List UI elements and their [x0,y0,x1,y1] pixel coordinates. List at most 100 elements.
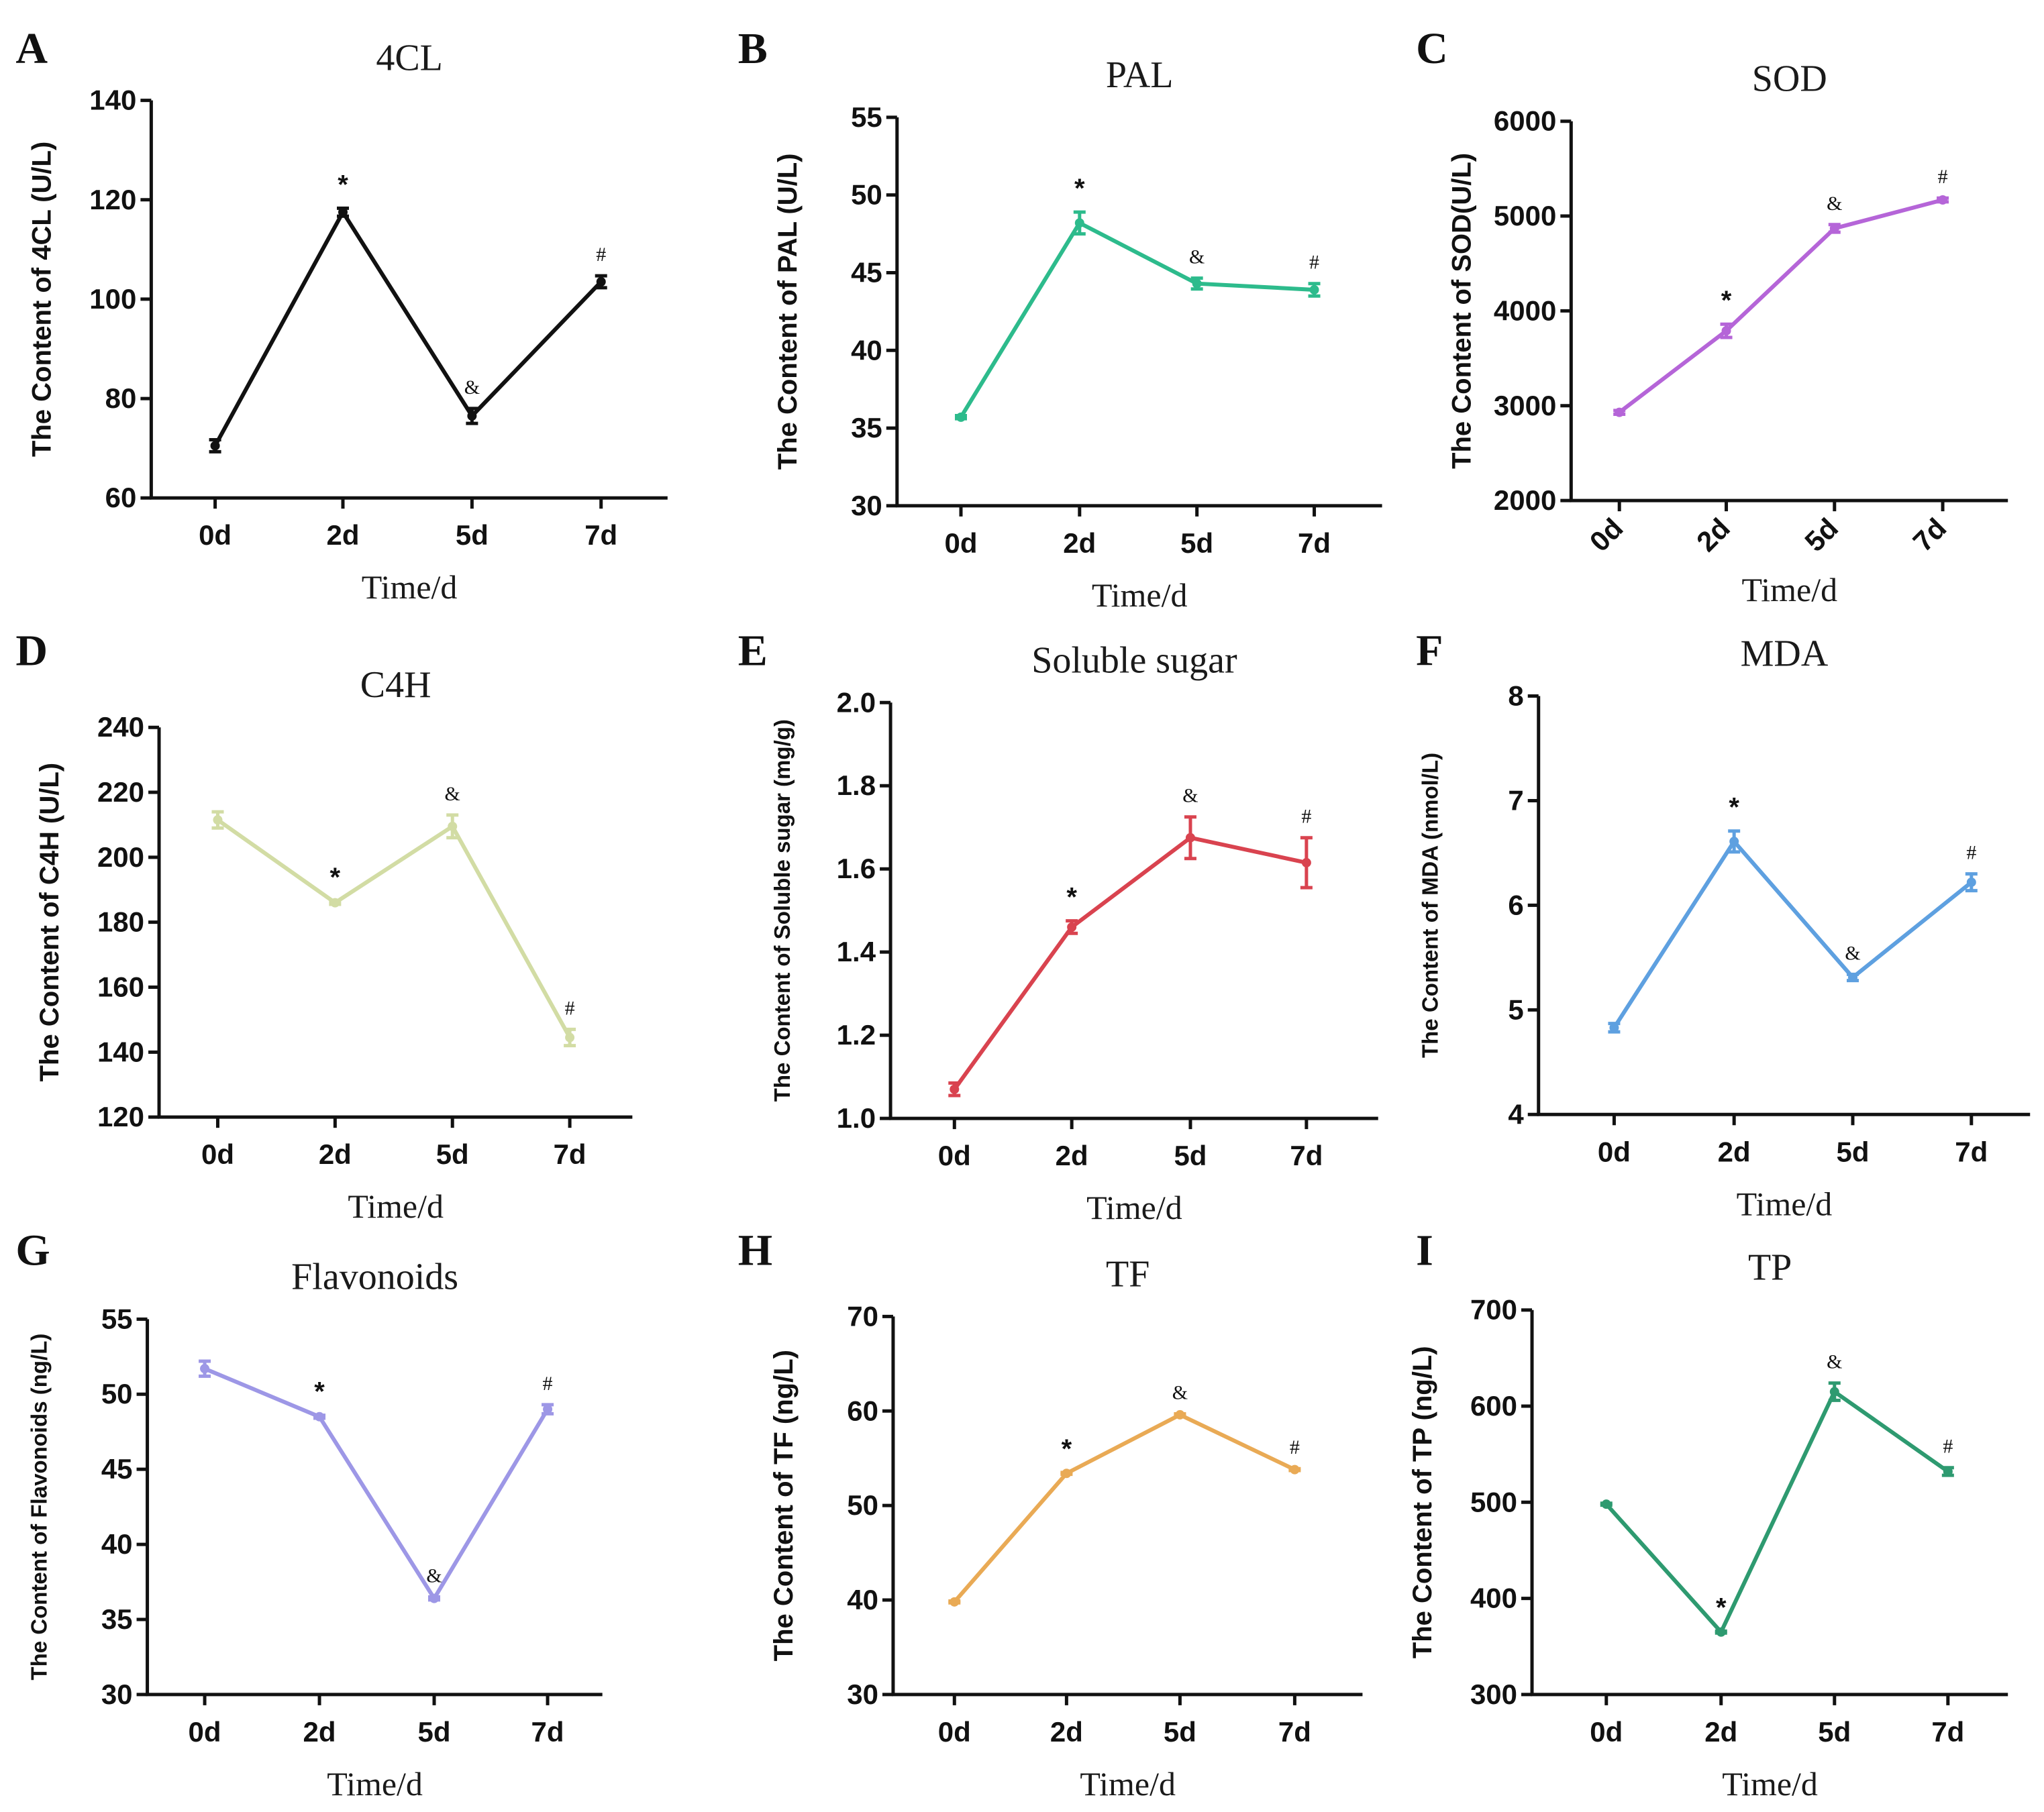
data-point [338,207,348,217]
data-point [1721,326,1731,336]
significance-hash: # [1943,1436,1953,1458]
y-tick-label: 400 [1470,1583,1517,1614]
y-tick-label: 1.2 [837,1019,876,1051]
y-axis-label: The Content of TF (ng/L) [769,1350,799,1661]
significance-ampersand: & [1845,942,1860,964]
significance-star: * [1729,793,1739,822]
chart-title: 4CL [376,38,443,79]
y-axis-label: The Content of MDA (nmol/L) [1418,753,1443,1058]
y-axis-label: The Content of TP (ng/L) [1408,1346,1437,1658]
data-point [1615,407,1625,417]
significance-star: * [1066,883,1077,912]
y-tick-label: 8 [1508,680,1523,712]
x-tick-label: 0d [944,527,977,559]
x-tick-label: 2d [1056,1140,1088,1171]
x-tick-label: 7d [1931,1716,1964,1748]
y-axis-label: The Content of Soluble sugar (mg/g) [770,719,795,1102]
data-point [1074,218,1084,228]
series-line [203,1367,550,1601]
chart-panel-h: H TF 30 40 50 60 70 0d 2d 5d 7d Time/d The Content o… [738,1226,1363,1803]
y-tick-label: 4000 [1494,295,1556,326]
y-tick-label: 35 [101,1603,133,1635]
data-point [950,1084,960,1094]
x-tick-label: 0d [938,1140,971,1171]
x-tick-label: 2d [303,1716,336,1748]
x-axis-label: Time/d [327,1765,423,1803]
chart-panel-f: F MDA 4 5 6 7 8 0d 2d 5d 7d Time/d The Content of MD… [1416,627,2031,1222]
x-tick-label: 0d [1598,1136,1631,1167]
x-axis-label: Time/d [1086,1189,1182,1226]
data-point [1185,833,1195,843]
data-point [1829,1387,1839,1397]
x-axis-label: Time/d [348,1187,444,1225]
x-tick-label: 2d [1690,512,1736,557]
y-tick-label: 600 [1470,1390,1517,1422]
x-tick-label: 5d [1164,1716,1196,1748]
x-tick-label: 5d [436,1138,469,1170]
x-tick-label: 5d [1174,1140,1207,1171]
data-point [330,898,340,908]
y-tick-label: 4 [1508,1098,1524,1130]
y-tick-label: 55 [851,101,882,133]
data-point [200,1364,210,1374]
x-tick-label: 2d [1063,527,1096,559]
y-tick-label: 7 [1508,784,1523,816]
data-point [1301,857,1311,867]
data-point [1609,1022,1619,1032]
data-point [1938,195,1948,205]
y-tick-label: 6000 [1494,105,1556,137]
y-tick-label: 1.4 [837,936,876,967]
panel-letter: A [15,24,48,73]
series-line [959,221,1315,419]
data-point [1062,1469,1072,1479]
y-tick-label: 50 [851,179,882,211]
x-tick-label: 0d [189,1716,221,1748]
chart-title: Flavonoids [291,1256,458,1297]
x-axis-label: Time/d [1092,576,1188,614]
y-tick-label: 140 [89,85,136,116]
x-tick-label: 5d [1180,527,1213,559]
significance-hash: # [1309,252,1319,274]
x-tick-label: 2d [1050,1716,1083,1748]
y-tick-label: 45 [851,256,882,288]
chart-title: TP [1748,1247,1792,1289]
x-axis-label: Time/d [1737,1185,1833,1222]
x-tick-label: 5d [418,1716,451,1748]
y-tick-label: 140 [97,1036,144,1067]
significance-star: * [1716,1593,1727,1622]
y-tick-label: 180 [97,906,144,938]
chart-panel-b: B PAL 30 35 40 45 50 55 0d 2d 5d 7d Time/d The Conten… [738,24,1382,614]
y-tick-label: 200 [97,841,144,873]
y-tick-label: 240 [97,711,144,743]
data-point [213,815,223,825]
data-point [448,821,458,831]
y-axis-label: The Content of PAL (U/L) [773,153,803,470]
data-point [315,1411,325,1422]
significance-hash: # [543,1373,553,1395]
significance-ampersand: & [445,783,460,805]
y-tick-label: 1.8 [837,769,876,801]
x-tick-label: 7d [584,519,617,551]
data-point [1067,922,1077,932]
y-tick-label: 60 [105,482,137,513]
chart-title: Soluble sugar [1031,639,1237,681]
y-tick-label: 1.0 [837,1102,876,1134]
y-tick-label: 120 [89,184,136,215]
x-axis-label: Time/d [1722,1765,1818,1803]
series-line [1612,839,1973,1029]
x-tick-label: 2d [319,1138,352,1170]
data-point [210,441,220,451]
data-point [565,1032,575,1043]
significance-star: * [1062,1434,1072,1464]
significance-ampersand: & [464,376,480,398]
y-tick-label: 300 [1470,1678,1517,1710]
significance-ampersand: & [1182,785,1198,807]
chart-title: PAL [1106,54,1174,96]
chart-panel-d: D C4H 120 140 160 180 200 220 240 0d 2d 5d 7d Time/d T… [15,627,633,1225]
y-tick-label: 5000 [1494,200,1556,231]
data-point [429,1593,440,1603]
y-tick-label: 2000 [1494,484,1556,516]
y-tick-label: 55 [101,1303,133,1334]
significance-star: * [338,170,348,199]
